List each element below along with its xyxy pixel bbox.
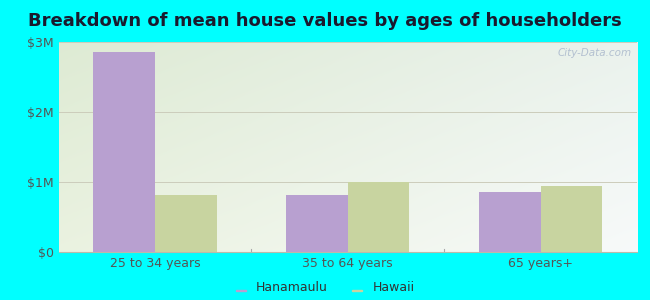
Bar: [286, 195, 348, 252]
Bar: [93, 52, 155, 252]
Bar: [348, 182, 410, 252]
Legend: Hanamaulu, Hawaii: Hanamaulu, Hawaii: [235, 281, 415, 294]
Text: Breakdown of mean house values by ages of householders: Breakdown of mean house values by ages o…: [28, 12, 622, 30]
Bar: [541, 186, 603, 252]
Bar: [479, 192, 541, 252]
Text: City-Data.com: City-Data.com: [557, 48, 631, 58]
Bar: [155, 195, 216, 252]
